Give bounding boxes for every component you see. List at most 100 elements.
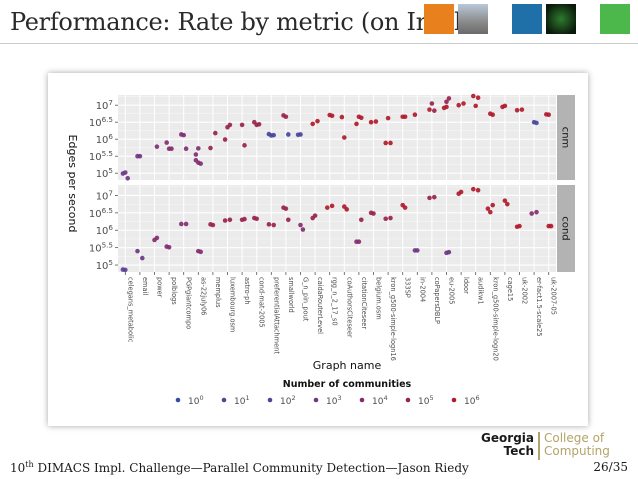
- x-tick-label: as-22july06: [199, 277, 207, 315]
- data-point: [193, 152, 199, 157]
- legend-entry-label-exp: 6: [475, 394, 479, 402]
- y-tick-label: 105.5: [89, 241, 113, 255]
- data-point: [427, 195, 432, 201]
- data-point: [473, 103, 479, 109]
- legend-dot: [313, 397, 319, 403]
- data-point: [446, 96, 452, 101]
- x-tick-label: memplus: [214, 277, 222, 308]
- x-tick-label: cage15: [506, 277, 514, 301]
- data-point: [123, 267, 128, 273]
- page-number: 26/35: [593, 460, 628, 474]
- footer-sup: th: [25, 460, 34, 469]
- data-point: [154, 235, 160, 241]
- data-point: [388, 215, 393, 221]
- data-point: [213, 130, 218, 136]
- data-point: [222, 218, 228, 223]
- panel-strip: [557, 185, 575, 272]
- y-tick-label-base: 10: [96, 261, 109, 272]
- x-tick-label: citationCiteseer: [360, 277, 368, 329]
- legend-entry-label: 106: [464, 394, 480, 407]
- thumbnail-blue-image: [512, 4, 542, 34]
- data-point: [412, 112, 418, 118]
- legend-dot: [451, 397, 457, 403]
- data-point: [169, 146, 174, 152]
- legend-entry-label-exp: 4: [383, 394, 387, 402]
- x-tick-label: preferentialAttachment: [272, 277, 280, 354]
- data-point: [371, 211, 376, 216]
- data-point: [208, 145, 213, 151]
- data-point: [505, 201, 510, 207]
- thumbnail-green-image: [600, 4, 630, 34]
- y-tick-label: 106: [96, 223, 114, 237]
- data-point: [415, 248, 420, 253]
- y-tick-label: 106.5: [89, 206, 113, 220]
- data-point: [471, 186, 476, 192]
- data-point: [125, 176, 130, 181]
- data-point: [519, 107, 525, 112]
- data-point: [154, 144, 160, 149]
- data-point: [339, 114, 345, 120]
- slide-title: Performance: Rate by metric (on Intel): [10, 8, 471, 36]
- data-point: [342, 135, 347, 140]
- legend-entry-label-base: 10: [326, 397, 338, 407]
- panel-background: [118, 185, 556, 272]
- legend-entry-label: 100: [188, 394, 204, 407]
- data-point: [475, 95, 481, 101]
- data-point: [383, 216, 389, 222]
- data-point: [471, 93, 476, 99]
- data-point: [356, 114, 362, 120]
- legend-entry-label-exp: 3: [337, 394, 341, 402]
- scatter-chart: 105105.5106106.5107cnm105105.5106106.510…: [66, 93, 575, 407]
- data-point: [502, 198, 508, 203]
- data-point: [137, 153, 143, 159]
- y-tick-label: 106: [96, 132, 114, 146]
- title-divider: [0, 43, 638, 44]
- data-point: [196, 146, 201, 151]
- data-point: [298, 222, 303, 228]
- x-tick-label: belgium.osm: [375, 277, 383, 320]
- x-tick-label: uk-2007-05: [550, 277, 558, 315]
- data-point: [183, 221, 189, 227]
- legend-dot: [359, 397, 365, 403]
- data-point: [490, 202, 496, 208]
- y-tick-label-base: 10: [89, 118, 102, 129]
- legend-entry-label-exp: 2: [291, 394, 295, 402]
- data-point: [461, 101, 466, 106]
- data-point: [329, 113, 335, 119]
- x-tick-label: ldoor: [462, 277, 470, 294]
- y-tick-label-exp: 5.5: [102, 149, 113, 158]
- x-tick-label: celegans_metabolic: [126, 277, 134, 343]
- data-point: [312, 213, 318, 218]
- logo-line2: Tech: [503, 444, 534, 458]
- data-point: [166, 244, 172, 250]
- data-point: [446, 249, 452, 255]
- data-point: [388, 140, 393, 146]
- y-tick-label: 106.5: [89, 115, 113, 129]
- data-point: [300, 227, 306, 232]
- legend-entry-label-exp: 1: [245, 394, 249, 402]
- data-point: [198, 249, 203, 255]
- data-point: [286, 217, 291, 223]
- data-point: [227, 122, 233, 128]
- x-tick-label: power: [156, 277, 164, 298]
- data-point: [502, 103, 508, 109]
- x-tick-label: smallworld: [287, 277, 295, 313]
- data-point: [456, 102, 462, 108]
- data-point: [359, 217, 364, 223]
- data-point: [548, 223, 554, 229]
- x-tick-label: uk-2002: [521, 277, 529, 304]
- y-tick-label: 105: [96, 258, 113, 272]
- x-tick-label: caidaRouterLevel: [316, 277, 324, 334]
- legend-entry-label-base: 10: [372, 397, 384, 407]
- logo-line1: Georgia: [481, 431, 534, 445]
- data-point: [534, 120, 539, 126]
- legend-entry-label: 102: [280, 394, 296, 407]
- data-point: [164, 140, 169, 145]
- footer-prefix: 10: [10, 461, 26, 475]
- data-point: [325, 205, 330, 210]
- x-tick-label: 333SP: [404, 277, 412, 298]
- y-tick-label-base: 10: [96, 226, 109, 237]
- y-tick-label-base: 10: [96, 135, 109, 146]
- y-tick-label-exp: 5: [108, 166, 113, 175]
- data-point: [239, 122, 245, 128]
